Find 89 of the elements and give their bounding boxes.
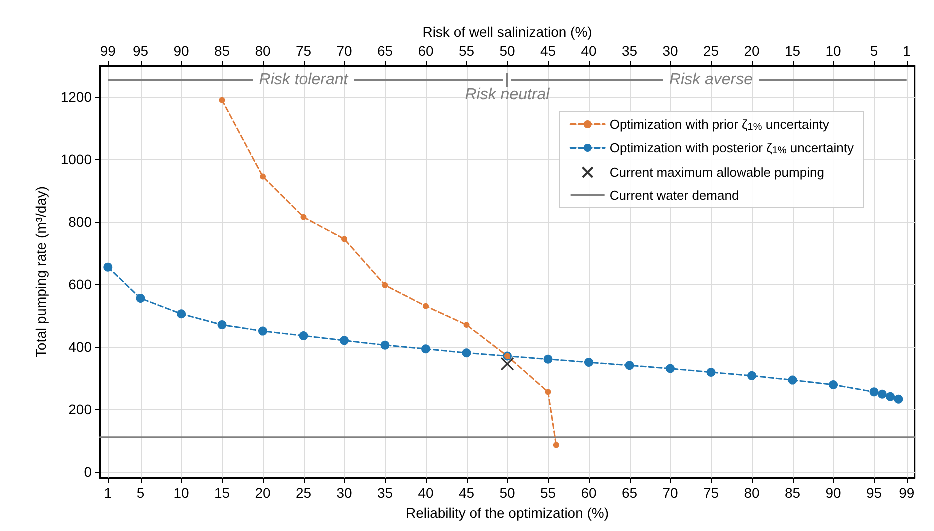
annotation: Risk tolerant — [259, 72, 349, 88]
x-tick-label: 20 — [255, 485, 271, 501]
x-tick-label: 99 — [899, 485, 915, 501]
x-tick-label: 30 — [336, 485, 352, 501]
point — [894, 394, 904, 404]
point — [788, 376, 798, 385]
point — [380, 340, 390, 350]
x2-tick-label: 40 — [581, 43, 597, 59]
x2-tick-label: 35 — [622, 43, 638, 59]
x2-tick-label: 75 — [296, 43, 312, 59]
y-tick-label: 800 — [68, 214, 92, 230]
x-tick-label: 5 — [136, 485, 145, 501]
x-tick-label: 65 — [622, 485, 638, 501]
y-tick-label: 400 — [68, 338, 92, 355]
x-tick-label: 85 — [784, 485, 801, 501]
point — [104, 262, 113, 272]
x2-tick-label: 20 — [744, 43, 760, 59]
x2-tick-label: 10 — [826, 43, 842, 59]
point — [462, 348, 472, 358]
y-axis-title: Total pumping rate (m³/day) — [33, 186, 49, 358]
x2-axis-title: Risk of well salinization (%) — [422, 24, 592, 40]
point — [666, 364, 675, 374]
point — [300, 214, 307, 220]
x2-tick-label: 25 — [703, 43, 720, 59]
x2-tick-label: 95 — [132, 43, 149, 59]
y-tick-label: 600 — [68, 276, 92, 292]
x2-tick-label: 65 — [377, 43, 394, 59]
point — [422, 344, 430, 354]
y-tick-label: 1200 — [60, 89, 92, 106]
x2-tick-label: 55 — [458, 43, 475, 59]
x2-tick-label: 50 — [500, 43, 516, 59]
point — [258, 326, 268, 336]
x2-tick-label: 85 — [214, 43, 230, 59]
x-tick-label: 75 — [703, 485, 720, 501]
point — [886, 392, 896, 402]
x-tick-label: 15 — [214, 485, 230, 501]
point — [544, 354, 553, 364]
y-tick-label: 200 — [68, 401, 92, 418]
x-tick-label: 60 — [581, 485, 597, 501]
point — [545, 389, 552, 396]
x-tick-label: 25 — [296, 485, 312, 501]
x2-tick-label: 45 — [540, 43, 556, 59]
x2-tick-label: 1 — [902, 43, 911, 59]
annotation: Risk neutral — [465, 86, 550, 104]
point — [464, 322, 470, 328]
point — [553, 442, 560, 448]
point — [218, 320, 227, 330]
x-tick-label: 45 — [458, 485, 475, 501]
point — [340, 336, 349, 346]
x-tick-label: 55 — [540, 485, 556, 501]
x2-tick-label: 30 — [662, 43, 678, 59]
point — [136, 294, 146, 304]
legend-label: Current water demand — [610, 188, 740, 203]
point — [382, 282, 388, 288]
x-tick-label: 1 — [104, 485, 112, 501]
x-tick-label: 50 — [500, 485, 516, 501]
point — [748, 371, 756, 380]
point — [870, 388, 879, 397]
point — [177, 310, 186, 319]
x-tick-label: 95 — [866, 485, 882, 501]
x-tick-label: 40 — [418, 485, 434, 501]
point — [878, 390, 887, 399]
x-tick-label: 10 — [174, 485, 190, 501]
point — [260, 174, 266, 180]
point — [625, 361, 634, 370]
x2-tick-label: 99 — [100, 43, 116, 59]
point — [829, 380, 838, 390]
x2-tick-label: 80 — [255, 43, 271, 59]
y-tick-label: 0 — [84, 464, 92, 480]
point — [706, 368, 716, 377]
point — [299, 331, 308, 340]
x-tick-label: 70 — [662, 485, 678, 501]
x2-tick-label: 60 — [418, 43, 434, 59]
point — [219, 97, 226, 104]
x-axis-title: Reliability of the optimization (%) — [406, 505, 610, 521]
point — [342, 236, 348, 242]
x-tick-label: 80 — [744, 485, 760, 501]
x2-tick-label: 90 — [174, 43, 190, 59]
x2-tick-label: 70 — [336, 43, 352, 59]
x-tick-label: 90 — [826, 485, 842, 501]
x2-tick-label: 5 — [870, 43, 878, 59]
y-tick-label: 1000 — [60, 152, 92, 168]
point — [423, 303, 429, 310]
x2-tick-label: 15 — [784, 43, 801, 59]
point — [500, 357, 514, 371]
annotation: Risk averse — [669, 72, 754, 88]
legend-label: Current maximum allowable pumping — [610, 165, 824, 180]
point — [584, 358, 594, 368]
x-tick-label: 35 — [377, 485, 394, 501]
